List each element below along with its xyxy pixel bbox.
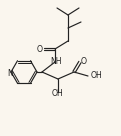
Text: OH: OH	[91, 72, 103, 81]
Text: N: N	[7, 69, 13, 78]
Text: OH: OH	[52, 89, 64, 98]
Text: O: O	[37, 44, 43, 53]
Text: O: O	[81, 56, 87, 66]
Text: NH: NH	[50, 56, 62, 66]
